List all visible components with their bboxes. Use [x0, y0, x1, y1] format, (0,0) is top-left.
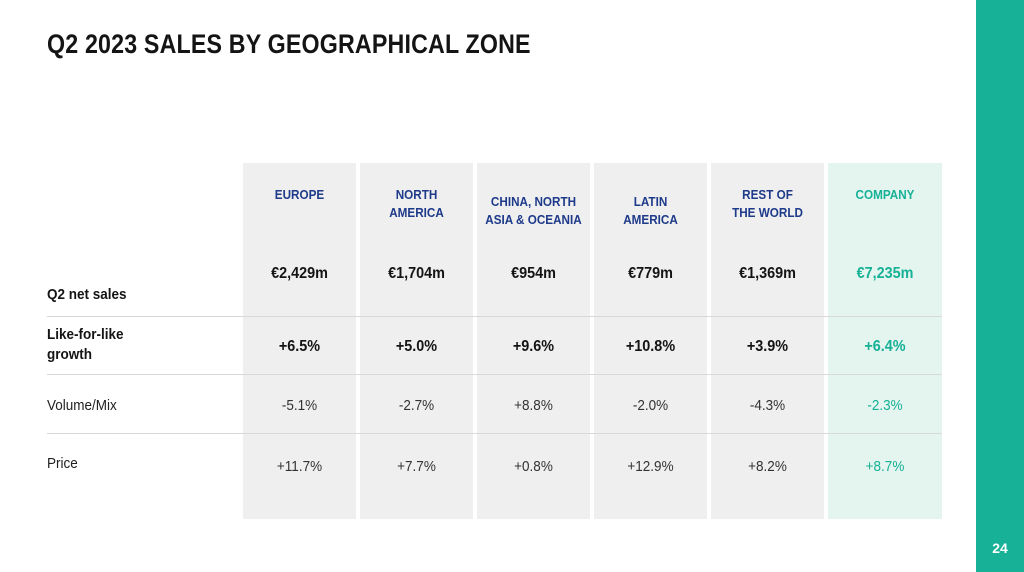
cell-net-sales-company: €7,235m [856, 265, 914, 282]
cell-net-sales-rest-of-world: €1,369m [739, 265, 796, 282]
cell-volume-europe: -5.1% [281, 397, 318, 414]
column-header-rest-of-world: REST OF THE WORLD [732, 187, 803, 220]
cell-lfl-north-america: +5.0% [395, 338, 438, 355]
cell-volume-china: +8.8% [514, 397, 553, 414]
row-divider [47, 433, 942, 434]
row-label-price: Price [47, 455, 78, 472]
cell-price-latin-america: +12.9% [627, 458, 674, 475]
cell-price-europe: +11.7% [276, 458, 323, 475]
column-header-china: CHINA, NORTH ASIA & OCEANIA [485, 194, 582, 227]
cell-lfl-latin-america: +10.8% [625, 338, 676, 355]
column-bg-rest-of-world [711, 163, 824, 519]
cell-net-sales-china: €954m [511, 265, 556, 282]
column-header-north-america: NORTH AMERICA [389, 187, 444, 220]
slide-title: Q2 2023 SALES BY GEOGRAPHICAL ZONE [47, 29, 531, 59]
page-number: 24 [992, 540, 1008, 556]
row-divider [47, 316, 942, 317]
row-label-net-sales: Q2 net sales [47, 286, 127, 303]
row-label-lfl-growth: Like-for-like growth [47, 326, 124, 363]
cell-volume-company: -2.3% [867, 397, 903, 414]
cell-net-sales-north-america: €1,704m [388, 265, 445, 282]
column-bg-north-america [360, 163, 473, 519]
column-header-europe: EUROPE [274, 187, 325, 202]
cell-volume-north-america: -2.7% [398, 397, 435, 414]
cell-volume-rest-of-world: -4.3% [749, 397, 786, 414]
column-bg-company [828, 163, 942, 519]
accent-side-bar [976, 0, 1024, 572]
cell-lfl-europe: +6.5% [278, 338, 321, 355]
cell-lfl-rest-of-world: +3.9% [746, 338, 789, 355]
cell-net-sales-latin-america: €779m [628, 265, 673, 282]
cell-price-north-america: +7.7% [397, 458, 436, 475]
row-label-volume-mix: Volume/Mix [47, 397, 117, 414]
column-bg-latin-america [594, 163, 707, 519]
cell-lfl-company: +6.4% [864, 338, 906, 355]
cell-volume-latin-america: -2.0% [632, 397, 669, 414]
cell-price-rest-of-world: +8.2% [748, 458, 787, 475]
cell-net-sales-europe: €2,429m [271, 265, 328, 282]
column-header-latin-america: LATIN AMERICA [623, 194, 678, 227]
cell-price-company: +8.7% [865, 458, 905, 475]
column-bg-europe [243, 163, 356, 519]
column-header-company: COMPANY [855, 187, 915, 202]
column-bg-china [477, 163, 590, 519]
cell-lfl-china: +9.6% [512, 338, 555, 355]
cell-price-china: +0.8% [514, 458, 553, 475]
row-divider [47, 374, 942, 375]
